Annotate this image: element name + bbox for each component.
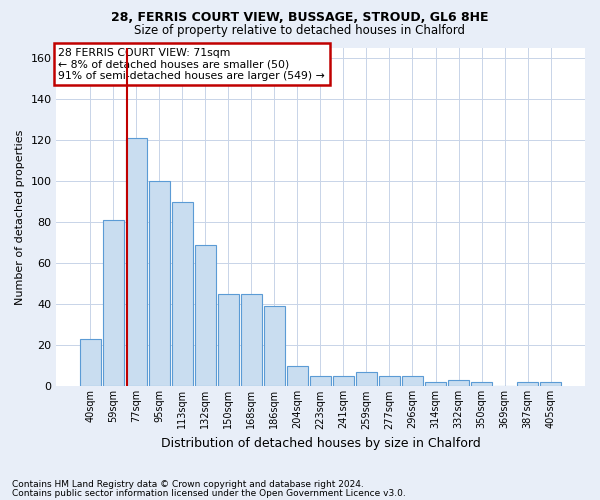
X-axis label: Distribution of detached houses by size in Chalford: Distribution of detached houses by size …	[161, 437, 480, 450]
Bar	[103, 220, 124, 386]
Bar	[425, 382, 446, 386]
Bar	[126, 138, 146, 386]
Bar	[471, 382, 492, 386]
Bar	[540, 382, 561, 386]
Y-axis label: Number of detached properties: Number of detached properties	[15, 130, 25, 304]
Text: Size of property relative to detached houses in Chalford: Size of property relative to detached ho…	[134, 24, 466, 37]
Bar	[448, 380, 469, 386]
Bar	[218, 294, 239, 386]
Bar	[195, 244, 215, 386]
Text: 28, FERRIS COURT VIEW, BUSSAGE, STROUD, GL6 8HE: 28, FERRIS COURT VIEW, BUSSAGE, STROUD, …	[111, 11, 489, 24]
Bar	[517, 382, 538, 386]
Text: Contains public sector information licensed under the Open Government Licence v3: Contains public sector information licen…	[12, 489, 406, 498]
Bar	[241, 294, 262, 386]
Bar	[149, 181, 170, 386]
Text: Contains HM Land Registry data © Crown copyright and database right 2024.: Contains HM Land Registry data © Crown c…	[12, 480, 364, 489]
Bar	[333, 376, 354, 386]
Bar	[379, 376, 400, 386]
Bar	[310, 376, 331, 386]
Bar	[264, 306, 285, 386]
Text: 28 FERRIS COURT VIEW: 71sqm
← 8% of detached houses are smaller (50)
91% of semi: 28 FERRIS COURT VIEW: 71sqm ← 8% of deta…	[58, 48, 325, 80]
Bar	[287, 366, 308, 386]
Bar	[172, 202, 193, 386]
Bar	[402, 376, 423, 386]
Bar	[356, 372, 377, 386]
Bar	[80, 339, 101, 386]
